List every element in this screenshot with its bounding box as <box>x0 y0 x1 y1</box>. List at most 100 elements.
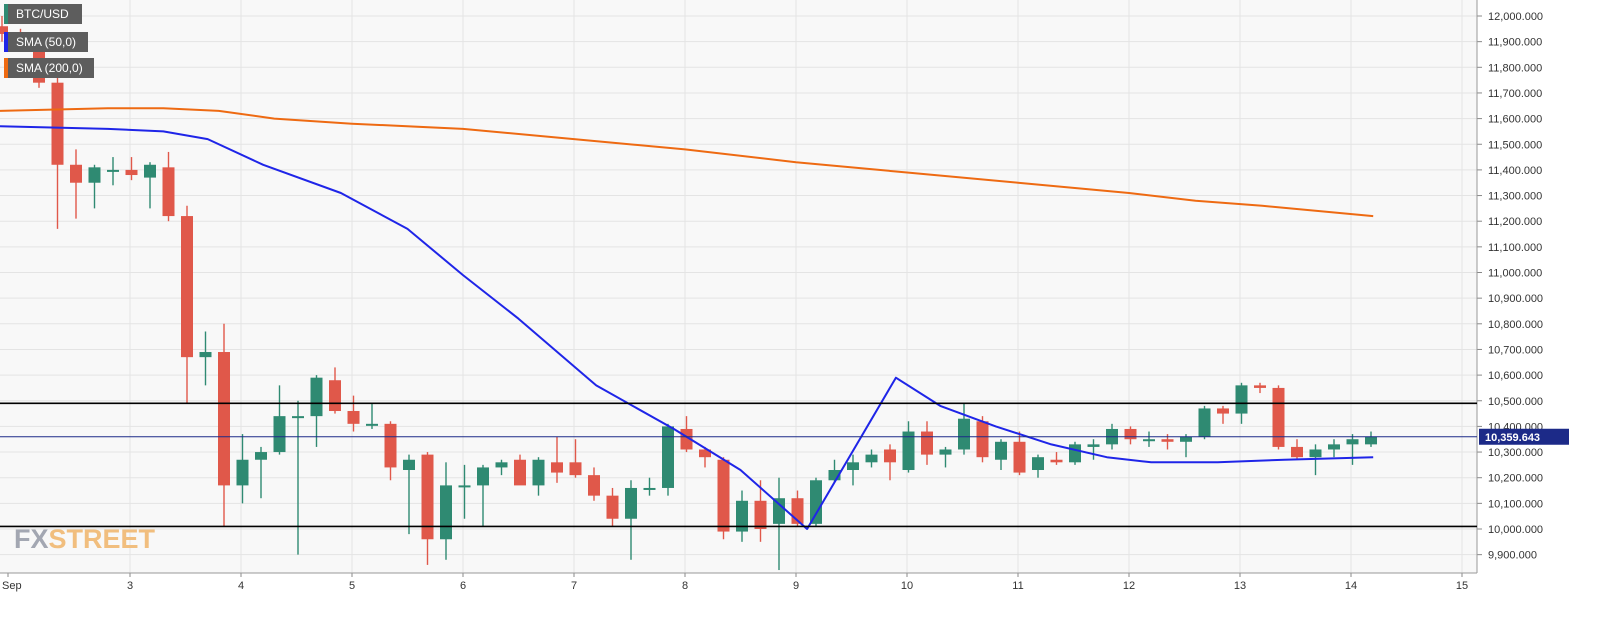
candle-body <box>865 454 878 463</box>
candle[interactable] <box>51 77 64 229</box>
candle[interactable] <box>70 149 82 219</box>
candle[interactable] <box>532 457 545 496</box>
candle-body <box>403 459 415 471</box>
candle[interactable] <box>865 449 878 468</box>
candle-body <box>828 470 841 481</box>
candle[interactable] <box>236 434 249 504</box>
candle[interactable] <box>218 323 230 527</box>
candle[interactable] <box>1328 439 1340 458</box>
candle[interactable] <box>495 459 508 476</box>
candle[interactable] <box>514 454 526 486</box>
candle-body <box>125 169 138 176</box>
candle[interactable] <box>384 421 397 481</box>
candle[interactable] <box>403 454 415 535</box>
candle-body <box>181 216 193 358</box>
candle[interactable] <box>107 157 119 186</box>
candle-body <box>292 416 304 419</box>
candle[interactable] <box>773 477 785 571</box>
candle[interactable] <box>292 400 304 555</box>
candle[interactable] <box>1346 434 1359 465</box>
candle[interactable] <box>162 151 175 222</box>
candle-body <box>921 431 933 455</box>
candle[interactable] <box>828 459 841 483</box>
candle[interactable] <box>736 490 748 542</box>
candle[interactable] <box>1069 441 1081 465</box>
candle[interactable] <box>1217 405 1229 424</box>
candle[interactable] <box>0 16 8 42</box>
candle-body <box>162 167 175 217</box>
candle[interactable] <box>1272 385 1285 450</box>
candle[interactable] <box>125 157 138 181</box>
candle-body <box>1328 444 1340 450</box>
candle[interactable] <box>717 457 730 540</box>
candle[interactable] <box>421 452 434 565</box>
candle-body <box>310 377 323 417</box>
x-tick-label: 12 <box>1123 580 1135 592</box>
candle[interactable] <box>939 446 952 468</box>
candle[interactable] <box>1291 439 1303 460</box>
candle[interactable] <box>477 464 489 527</box>
candle[interactable] <box>754 480 767 542</box>
candle-body <box>347 411 360 424</box>
x-tick-label: 6 <box>460 580 466 592</box>
legend-sma200-label: SMA (200,0) <box>16 61 83 75</box>
candle[interactable] <box>976 416 989 463</box>
candle[interactable] <box>847 454 859 486</box>
candle[interactable] <box>884 444 896 481</box>
candle[interactable] <box>1013 431 1026 476</box>
candle[interactable] <box>1180 434 1192 458</box>
candle[interactable] <box>588 467 600 501</box>
candle[interactable] <box>88 164 101 209</box>
candle-body <box>477 467 489 486</box>
candle[interactable] <box>958 403 970 455</box>
candle[interactable] <box>199 331 212 386</box>
candle[interactable] <box>902 421 915 473</box>
candle[interactable] <box>810 477 822 527</box>
y-tick-label: 11,800.000 <box>1488 62 1542 74</box>
candle-body <box>958 418 970 450</box>
candle[interactable] <box>310 375 323 447</box>
candle[interactable] <box>1124 426 1137 445</box>
candle[interactable] <box>569 439 582 478</box>
candle[interactable] <box>662 423 674 496</box>
legend-sma200-swatch <box>4 58 8 78</box>
candle[interactable] <box>1198 405 1211 440</box>
y-tick-label: 10,300.000 <box>1488 447 1543 459</box>
legend-sma200: SMA (200,0) <box>4 58 94 78</box>
candle[interactable] <box>995 439 1007 471</box>
candle[interactable] <box>181 205 193 404</box>
candle-body <box>939 449 952 455</box>
candle[interactable] <box>255 446 267 499</box>
y-tick-label: 11,300.000 <box>1488 191 1542 203</box>
candle[interactable] <box>606 487 619 527</box>
candle[interactable] <box>1050 452 1063 465</box>
y-tick-label: 11,700.000 <box>1488 88 1542 100</box>
candle[interactable] <box>625 480 637 560</box>
x-tick-label: 3 <box>127 580 133 592</box>
candle[interactable] <box>699 446 711 468</box>
candle[interactable] <box>1032 454 1044 478</box>
y-tick-label: 11,400.000 <box>1488 165 1542 177</box>
candle[interactable] <box>551 436 563 483</box>
candle-body <box>1069 444 1081 463</box>
y-tick-label: 10,500.000 <box>1488 396 1543 408</box>
candle[interactable] <box>144 162 156 209</box>
candle[interactable] <box>273 385 286 455</box>
candle[interactable] <box>1143 431 1155 447</box>
candle[interactable] <box>921 421 933 465</box>
candle[interactable] <box>1087 439 1100 460</box>
current-price-label: 10,359.643 <box>1485 432 1540 444</box>
candle-body <box>643 487 656 490</box>
legend-sma50-swatch <box>4 32 8 52</box>
candle[interactable] <box>1365 431 1377 447</box>
candle-body <box>329 380 341 412</box>
candle[interactable] <box>1254 382 1266 394</box>
candle[interactable] <box>458 464 471 519</box>
candle[interactable] <box>347 395 360 432</box>
candle-body <box>236 459 249 486</box>
candle[interactable] <box>366 403 378 429</box>
candle-body <box>1143 439 1155 442</box>
candle[interactable] <box>643 477 656 496</box>
